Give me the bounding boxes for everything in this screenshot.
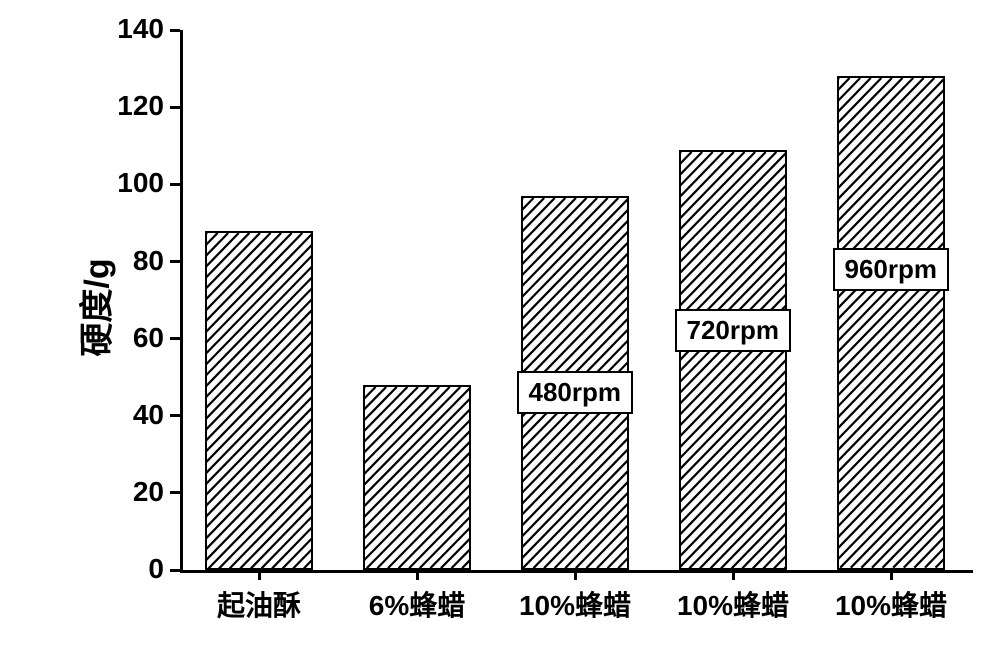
ytick-mark <box>170 414 180 417</box>
ytick-label: 120 <box>117 90 164 122</box>
bar <box>679 150 786 570</box>
xtick-label: 起油酥 <box>179 584 339 624</box>
xtick-label: 6%蜂蜡 <box>337 584 497 624</box>
bar-hatch <box>365 387 468 568</box>
xtick-label: 10%蜂蜡 <box>653 584 813 624</box>
xtick-label: 10%蜂蜡 <box>495 584 655 624</box>
ytick-mark <box>170 29 180 32</box>
bar-annotation: 720rpm <box>675 309 792 352</box>
chart-container: 硬度/g 020406080100120140起油酥6%蜂蜡10%蜂蜡10%蜂蜡… <box>0 0 1000 670</box>
xtick-mark <box>258 570 261 580</box>
bar-annotation: 960rpm <box>833 248 950 291</box>
ytick-mark <box>170 569 180 572</box>
ytick-mark <box>170 491 180 494</box>
bar-annotation: 480rpm <box>517 371 634 414</box>
xtick-mark <box>890 570 893 580</box>
bar <box>837 76 944 570</box>
xtick-mark <box>732 570 735 580</box>
xtick-mark <box>574 570 577 580</box>
bar-hatch <box>207 233 310 568</box>
ytick-mark <box>170 337 180 340</box>
ytick-label: 100 <box>117 167 164 199</box>
ytick-label: 20 <box>133 476 164 508</box>
ytick-label: 60 <box>133 322 164 354</box>
ytick-label: 0 <box>148 553 164 585</box>
xtick-label: 10%蜂蜡 <box>811 584 971 624</box>
ytick-mark <box>170 183 180 186</box>
ytick-label: 140 <box>117 13 164 45</box>
ytick-label: 80 <box>133 245 164 277</box>
ytick-mark <box>170 260 180 263</box>
bar <box>363 385 470 570</box>
xtick-mark <box>416 570 419 580</box>
bar-hatch <box>681 152 784 568</box>
ytick-label: 40 <box>133 399 164 431</box>
y-axis-label: 硬度/g <box>70 258 119 356</box>
ytick-mark <box>170 106 180 109</box>
bar <box>205 231 312 570</box>
bar-hatch <box>839 78 942 568</box>
